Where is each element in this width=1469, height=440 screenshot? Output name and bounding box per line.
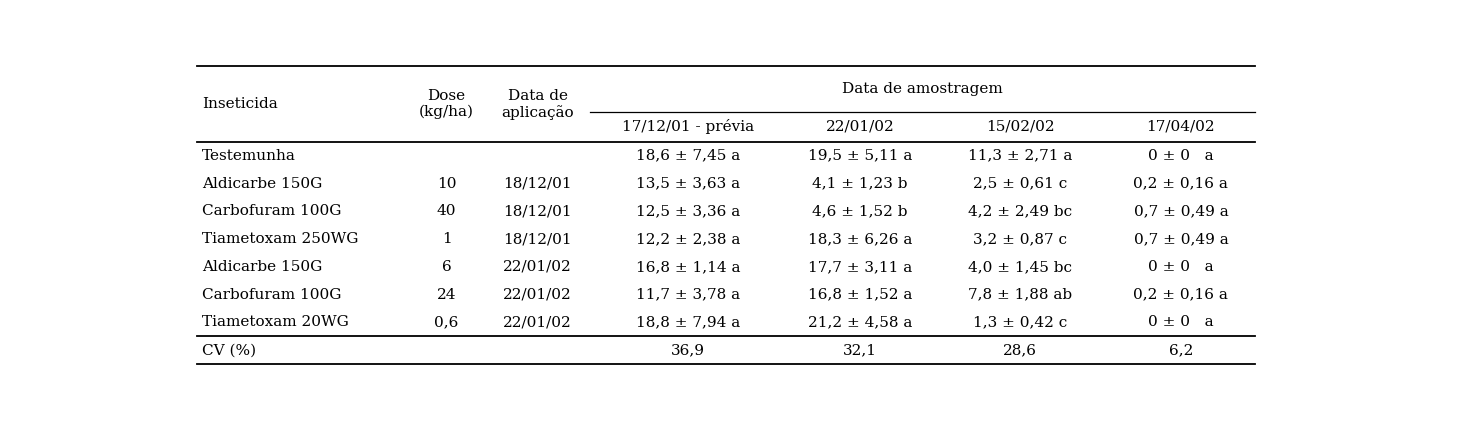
Text: 7,8 ± 1,88 ab: 7,8 ± 1,88 ab — [968, 288, 1072, 302]
Text: Inseticida: Inseticida — [201, 97, 278, 111]
Text: 0,7 ± 0,49 a: 0,7 ± 0,49 a — [1134, 232, 1228, 246]
Text: 19,5 ± 5,11 a: 19,5 ± 5,11 a — [808, 149, 912, 163]
Text: 10: 10 — [436, 176, 457, 191]
Text: Aldicarbe 150G: Aldicarbe 150G — [201, 176, 322, 191]
Text: 16,8 ± 1,14 a: 16,8 ± 1,14 a — [636, 260, 740, 274]
Text: 0,2 ± 0,16 a: 0,2 ± 0,16 a — [1134, 176, 1228, 191]
Text: 3,2 ± 0,87 c: 3,2 ± 0,87 c — [974, 232, 1068, 246]
Text: 36,9: 36,9 — [671, 343, 705, 357]
Text: 21,2 ± 4,58 a: 21,2 ± 4,58 a — [808, 315, 912, 330]
Text: 4,0 ± 1,45 bc: 4,0 ± 1,45 bc — [968, 260, 1072, 274]
Text: 28,6: 28,6 — [1003, 343, 1037, 357]
Text: Data de amostragem: Data de amostragem — [842, 82, 1003, 96]
Text: Carbofuram 100G: Carbofuram 100G — [201, 204, 341, 218]
Text: Dose
(kg/ha): Dose (kg/ha) — [419, 89, 474, 120]
Text: 4,6 ± 1,52 b: 4,6 ± 1,52 b — [812, 204, 908, 218]
Text: Testemunha: Testemunha — [201, 149, 295, 163]
Text: 12,2 ± 2,38 a: 12,2 ± 2,38 a — [636, 232, 740, 246]
Text: 13,5 ± 3,63 a: 13,5 ± 3,63 a — [636, 176, 740, 191]
Text: 17/04/02: 17/04/02 — [1147, 120, 1215, 134]
Text: 0 ± 0   a: 0 ± 0 a — [1149, 149, 1213, 163]
Text: 1: 1 — [442, 232, 451, 246]
Text: Data de
aplicação: Data de aplicação — [501, 88, 574, 120]
Text: Carbofuram 100G: Carbofuram 100G — [201, 288, 341, 302]
Text: 1,3 ± 0,42 c: 1,3 ± 0,42 c — [974, 315, 1068, 330]
Text: 24: 24 — [436, 288, 457, 302]
Text: 0,7 ± 0,49 a: 0,7 ± 0,49 a — [1134, 204, 1228, 218]
Text: 22/01/02: 22/01/02 — [504, 288, 571, 302]
Text: 2,5 ± 0,61 c: 2,5 ± 0,61 c — [974, 176, 1068, 191]
Text: 18/12/01: 18/12/01 — [504, 176, 571, 191]
Text: 18/12/01: 18/12/01 — [504, 204, 571, 218]
Text: 0 ± 0   a: 0 ± 0 a — [1149, 315, 1213, 330]
Text: 17,7 ± 3,11 a: 17,7 ± 3,11 a — [808, 260, 912, 274]
Text: 0,2 ± 0,16 a: 0,2 ± 0,16 a — [1134, 288, 1228, 302]
Text: Aldicarbe 150G: Aldicarbe 150G — [201, 260, 322, 274]
Text: 4,2 ± 2,49 bc: 4,2 ± 2,49 bc — [968, 204, 1072, 218]
Text: Tiametoxam 250WG: Tiametoxam 250WG — [201, 232, 358, 246]
Text: 22/01/02: 22/01/02 — [504, 315, 571, 330]
Text: 6,2: 6,2 — [1169, 343, 1193, 357]
Text: 18/12/01: 18/12/01 — [504, 232, 571, 246]
Text: 17/12/01 - prévia: 17/12/01 - prévia — [621, 120, 754, 135]
Text: 0,6: 0,6 — [435, 315, 458, 330]
Text: 12,5 ± 3,36 a: 12,5 ± 3,36 a — [636, 204, 740, 218]
Text: 18,3 ± 6,26 a: 18,3 ± 6,26 a — [808, 232, 912, 246]
Text: 0 ± 0   a: 0 ± 0 a — [1149, 260, 1213, 274]
Text: 22/01/02: 22/01/02 — [826, 120, 895, 134]
Text: 22/01/02: 22/01/02 — [504, 260, 571, 274]
Text: 11,3 ± 2,71 a: 11,3 ± 2,71 a — [968, 149, 1072, 163]
Text: 16,8 ± 1,52 a: 16,8 ± 1,52 a — [808, 288, 912, 302]
Text: 6: 6 — [442, 260, 451, 274]
Text: Tiametoxam 20WG: Tiametoxam 20WG — [201, 315, 348, 330]
Text: CV (%): CV (%) — [201, 343, 256, 357]
Text: 40: 40 — [436, 204, 457, 218]
Text: 18,6 ± 7,45 a: 18,6 ± 7,45 a — [636, 149, 740, 163]
Text: 4,1 ± 1,23 b: 4,1 ± 1,23 b — [812, 176, 908, 191]
Text: 15/02/02: 15/02/02 — [986, 120, 1055, 134]
Text: 18,8 ± 7,94 a: 18,8 ± 7,94 a — [636, 315, 740, 330]
Text: 11,7 ± 3,78 a: 11,7 ± 3,78 a — [636, 288, 740, 302]
Text: 32,1: 32,1 — [843, 343, 877, 357]
